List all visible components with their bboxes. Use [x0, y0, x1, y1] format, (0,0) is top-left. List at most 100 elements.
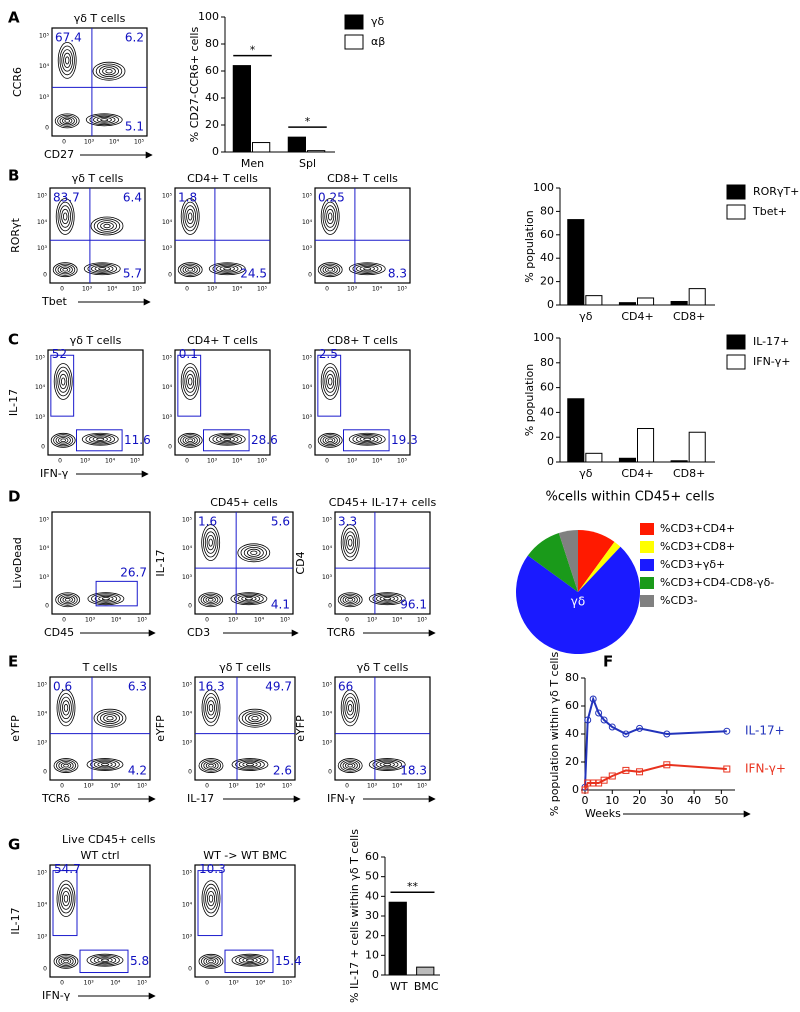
x-tick-label: 10⁵ — [137, 980, 148, 987]
x-tick-label: 10⁴ — [232, 458, 243, 465]
contour — [184, 370, 197, 393]
contour — [55, 198, 75, 235]
bar — [688, 431, 706, 463]
contour — [348, 262, 386, 276]
plot-title: γδ T cells — [74, 12, 126, 25]
contour — [63, 894, 69, 903]
y-tick-label: 10³ — [37, 740, 48, 747]
contour — [56, 955, 77, 968]
contour — [206, 890, 215, 907]
contour — [212, 434, 243, 445]
contour — [105, 68, 113, 74]
x-tick-label: 10⁴ — [392, 617, 403, 624]
contour — [216, 435, 239, 444]
contour — [208, 959, 214, 964]
contour — [342, 595, 358, 605]
x-axis-label: IFN-γ — [42, 989, 71, 1002]
y-tick-label: 10³ — [39, 574, 50, 581]
contour — [359, 265, 375, 272]
gate-percent: 67.4 — [55, 31, 82, 45]
contour — [53, 758, 79, 773]
contour — [180, 263, 201, 276]
x-tick-label: 20 — [633, 794, 647, 807]
y-axis-label: % population within γδ T cells — [548, 652, 561, 817]
contour — [244, 597, 253, 601]
x-tick-label: 10³ — [82, 286, 93, 293]
contour — [372, 759, 403, 770]
gate-box — [317, 354, 342, 417]
x-axis-label: CD3 — [187, 626, 210, 639]
contour — [363, 437, 372, 441]
contour — [94, 594, 118, 603]
contour — [352, 434, 383, 445]
contour — [208, 432, 246, 446]
y-axis-label: % population — [523, 364, 536, 437]
legend-label: %CD3+CD4-CD8-γδ- — [660, 576, 774, 589]
contour — [216, 264, 239, 273]
contour — [201, 689, 221, 727]
gate-percent: 8.3 — [388, 267, 407, 281]
contour — [62, 596, 73, 603]
y-axis-label: LiveDead — [11, 537, 24, 588]
x-tick-label: 10⁵ — [137, 617, 148, 624]
contour — [208, 894, 214, 903]
gate-percent: 1.6 — [198, 515, 217, 529]
gate-percent: 26.7 — [120, 566, 147, 580]
x-tick-label: 10⁴ — [109, 139, 120, 146]
x-tick-label: 10⁴ — [111, 617, 122, 624]
x-axis-label: TCRδ — [41, 792, 70, 805]
legend-swatch — [640, 559, 654, 571]
contour — [248, 714, 262, 723]
contour — [94, 265, 110, 272]
y-tick-label: 10⁵ — [302, 355, 313, 362]
contour — [54, 113, 80, 129]
legend-label: %CD3+CD8+ — [660, 540, 735, 553]
legend-label: γδ — [371, 15, 385, 28]
contour — [208, 538, 213, 547]
gate-percent: 10.3 — [199, 862, 226, 876]
contour — [187, 212, 193, 221]
gate-percent: 0.6 — [53, 680, 72, 694]
plot-frame — [49, 864, 151, 978]
contour — [328, 212, 333, 221]
legend-label: %CD3+CD4+ — [660, 522, 735, 535]
panel-letter: F — [603, 653, 613, 671]
plot-title: γδ T cells — [357, 661, 409, 674]
y-tick-label: 0 — [328, 603, 332, 610]
contour — [344, 531, 357, 554]
contour — [87, 592, 125, 606]
y-tick-label: 10⁴ — [162, 384, 173, 391]
x-axis-label: IFN-γ — [327, 792, 356, 805]
contour — [379, 761, 395, 768]
x-tick-label: 0 — [60, 286, 64, 293]
plot-title: γδ T cells — [219, 661, 271, 674]
slice-label: γδ — [571, 595, 585, 609]
bar — [416, 966, 435, 976]
contour — [325, 437, 336, 444]
x-tick-label: Spl — [299, 157, 316, 170]
x-tick-label: 10³ — [207, 458, 218, 465]
bar — [670, 460, 688, 463]
contour — [320, 434, 341, 447]
contour — [187, 438, 194, 443]
y-tick-label: 60 — [205, 64, 219, 77]
contour — [101, 762, 110, 767]
contour — [230, 592, 268, 606]
plot-frame — [314, 187, 411, 284]
contour — [324, 205, 337, 228]
contour — [61, 117, 73, 125]
contour — [92, 61, 126, 81]
gate-box — [95, 580, 138, 607]
pie-slice — [516, 546, 640, 655]
point — [723, 727, 731, 735]
y-tick-label: 100 — [533, 181, 554, 194]
contour — [317, 432, 343, 448]
series-label: IFN-γ+ — [745, 762, 786, 776]
y-tick-label: 10⁴ — [37, 219, 48, 226]
contour — [208, 763, 214, 768]
x-tick-label: 10⁴ — [392, 783, 403, 790]
plot-title: CD45+ IL-17+ cells — [329, 496, 437, 509]
contour — [198, 592, 224, 608]
plot-frame — [49, 187, 146, 284]
plot-title: γδ T cells — [70, 334, 122, 347]
